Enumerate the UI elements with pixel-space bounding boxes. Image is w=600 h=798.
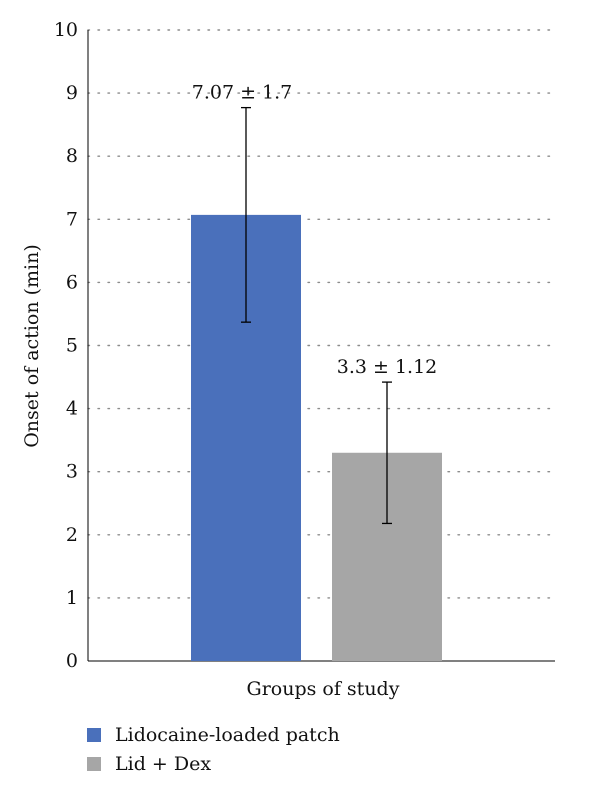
data-label-1: 3.3 ± 1.12 bbox=[337, 356, 438, 378]
legend-label-lid-dex: Lid + Dex bbox=[115, 753, 211, 775]
y-tick-label-8: 8 bbox=[66, 145, 78, 167]
y-tick-label-0: 0 bbox=[66, 650, 78, 672]
error-bars bbox=[241, 106, 392, 525]
legend-swatch-lid-dex bbox=[87, 757, 101, 771]
legend-swatch-lidocaine bbox=[87, 728, 101, 742]
y-tick-label-6: 6 bbox=[66, 271, 78, 293]
data-label-0: 7.07 ± 1.7 bbox=[192, 82, 293, 104]
y-tick-label-10: 10 bbox=[54, 19, 78, 41]
legend-label-lidocaine: Lidocaine-loaded patch bbox=[115, 724, 340, 746]
y-tick-label-1: 1 bbox=[66, 587, 78, 609]
data-labels: 7.07 ± 1.7 3.3 ± 1.12 bbox=[192, 82, 438, 378]
axes bbox=[87, 30, 555, 662]
bars bbox=[191, 214, 442, 661]
y-tick-label-2: 2 bbox=[66, 524, 78, 546]
y-tick-label-7: 7 bbox=[66, 208, 78, 230]
y-axis-label: Onset of action (min) bbox=[21, 244, 43, 448]
grid-lines bbox=[87, 29, 556, 599]
y-tick-label-9: 9 bbox=[66, 82, 78, 104]
y-tick-label-4: 4 bbox=[66, 398, 78, 420]
y-tick-label-5: 5 bbox=[66, 335, 78, 357]
x-axis-label: Groups of study bbox=[247, 678, 400, 700]
y-tick-labels: 0 1 2 3 4 5 6 7 8 9 10 bbox=[54, 19, 78, 672]
y-tick-label-3: 3 bbox=[66, 461, 78, 483]
legend: Lidocaine-loaded patch Lid + Dex bbox=[87, 724, 340, 775]
